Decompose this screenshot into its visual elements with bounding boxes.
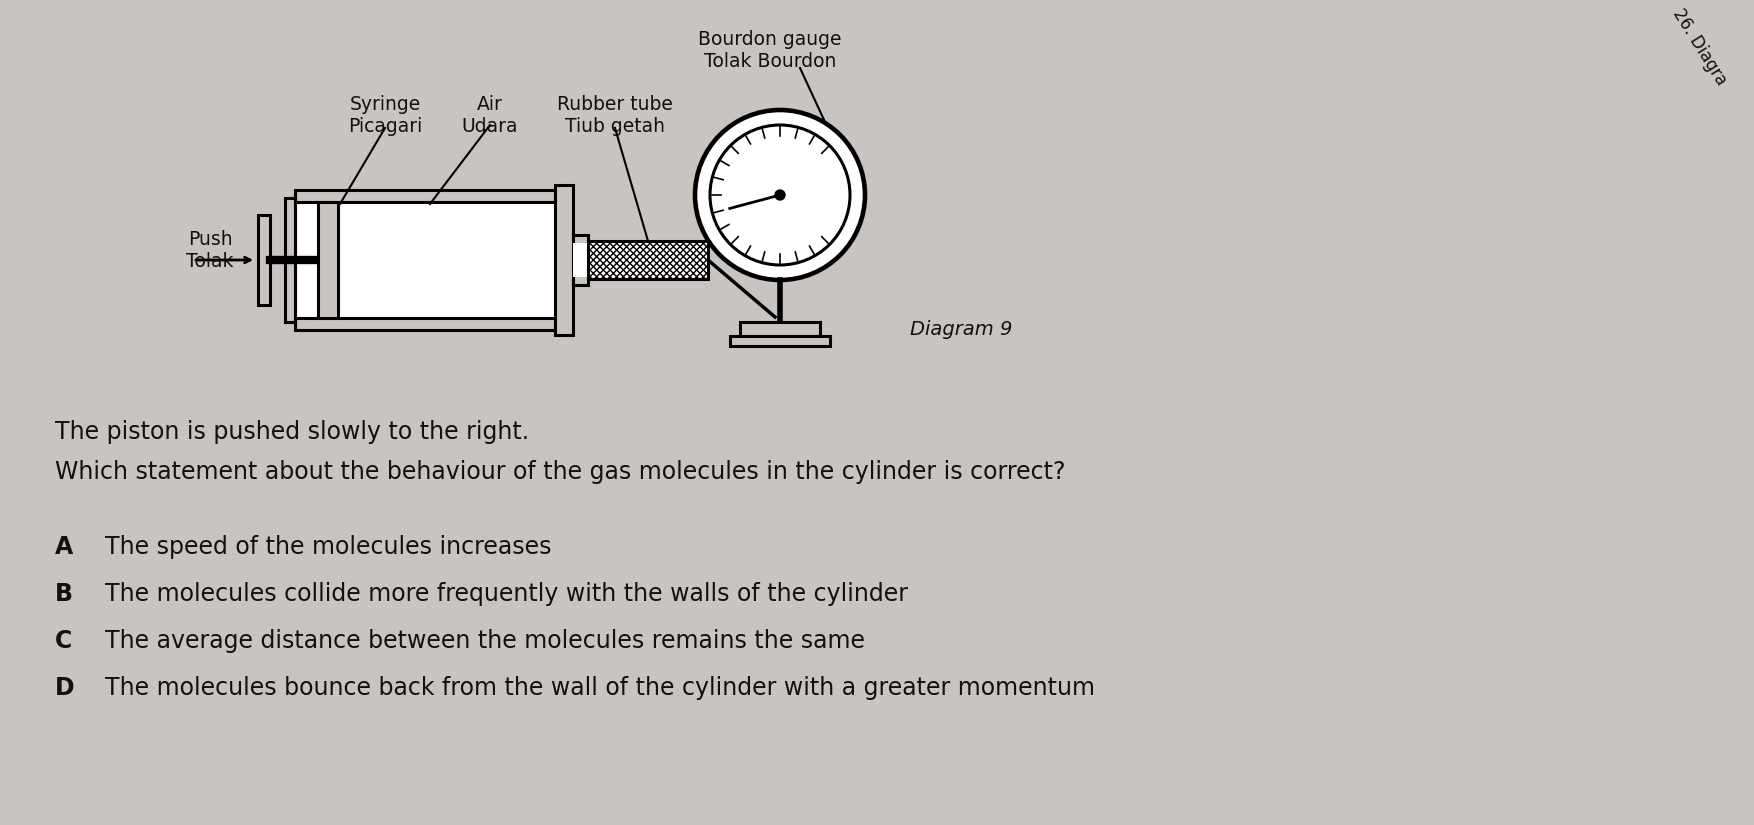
- Text: Push
Tolak: Push Tolak: [186, 230, 233, 271]
- Circle shape: [695, 110, 865, 280]
- Text: 26. Diagra: 26. Diagra: [1670, 5, 1731, 88]
- Bar: [740, 322, 821, 336]
- Text: D: D: [54, 676, 75, 700]
- Bar: [317, 202, 339, 318]
- Text: C: C: [54, 629, 72, 653]
- Text: The average distance between the molecules remains the same: The average distance between the molecul…: [105, 629, 865, 653]
- Bar: [295, 202, 554, 318]
- Circle shape: [775, 190, 786, 200]
- Bar: [730, 336, 830, 346]
- Text: Which statement about the behaviour of the gas molecules in the cylinder is corr: Which statement about the behaviour of t…: [54, 460, 1065, 484]
- Bar: [574, 235, 588, 285]
- Text: A: A: [54, 535, 74, 559]
- Text: B: B: [54, 582, 74, 606]
- Bar: [588, 241, 709, 279]
- Text: The speed of the molecules increases: The speed of the molecules increases: [105, 535, 551, 559]
- Bar: [554, 185, 574, 335]
- Text: Air
Udara: Air Udara: [461, 95, 517, 136]
- Bar: [258, 215, 270, 305]
- Circle shape: [710, 125, 851, 265]
- Text: Diagram 9: Diagram 9: [910, 320, 1012, 339]
- Text: The piston is pushed slowly to the right.: The piston is pushed slowly to the right…: [54, 420, 530, 444]
- Text: Rubber tube
Tiub getah: Rubber tube Tiub getah: [558, 95, 674, 136]
- Text: Syringe
Picagari: Syringe Picagari: [347, 95, 423, 136]
- Text: The molecules collide more frequently with the walls of the cylinder: The molecules collide more frequently wi…: [105, 582, 909, 606]
- Bar: [574, 243, 588, 277]
- Text: The molecules bounce back from the wall of the cylinder with a greater momentum: The molecules bounce back from the wall …: [105, 676, 1094, 700]
- Bar: [295, 318, 554, 330]
- Bar: [284, 198, 295, 322]
- Text: Bourdon gauge
Tolak Bourdon: Bourdon gauge Tolak Bourdon: [698, 30, 842, 71]
- Bar: [295, 190, 554, 202]
